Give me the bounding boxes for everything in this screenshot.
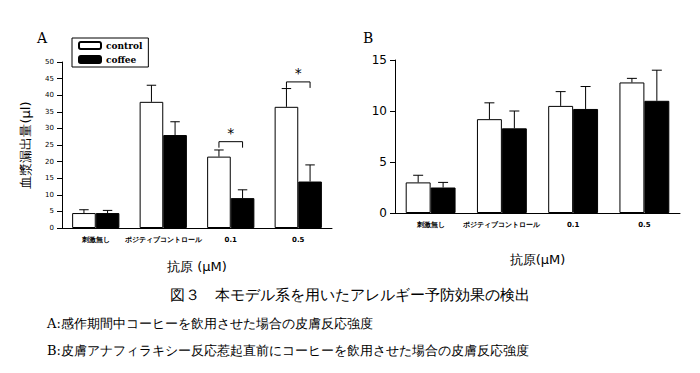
svg-text:40: 40 xyxy=(45,91,54,99)
svg-text:刺激無し: 刺激無し xyxy=(81,236,110,244)
svg-text:0: 0 xyxy=(379,206,387,220)
svg-text:30: 30 xyxy=(45,124,54,132)
svg-text:B:皮膚アナフィラキシー反応惹起直前にコーヒーを飲用させた場: B:皮膚アナフィラキシー反応惹起直前にコーヒーを飲用させた場合の皮膚反応強度 xyxy=(47,343,529,358)
svg-text:A: A xyxy=(36,30,48,46)
svg-text:45: 45 xyxy=(45,75,54,83)
svg-text:coffee: coffee xyxy=(106,55,137,65)
svg-text:ポジティブコントロール: ポジティブコントロール xyxy=(462,220,541,229)
svg-text:0.1: 0.1 xyxy=(225,236,238,244)
svg-text:0: 0 xyxy=(50,224,54,232)
svg-text:刺激無し: 刺激無し xyxy=(416,221,445,229)
svg-text:抗原(μM): 抗原(μM) xyxy=(510,252,566,267)
svg-text:10: 10 xyxy=(372,104,387,118)
svg-text:15: 15 xyxy=(45,174,54,182)
svg-text:*: * xyxy=(227,125,234,141)
svg-text:15: 15 xyxy=(372,53,387,67)
svg-text:35: 35 xyxy=(45,108,54,116)
svg-text:control: control xyxy=(106,41,143,51)
svg-text:20: 20 xyxy=(45,158,54,166)
svg-text:0.1: 0.1 xyxy=(567,221,580,229)
svg-text:50: 50 xyxy=(45,58,54,66)
svg-text:10: 10 xyxy=(45,191,54,199)
svg-text:図３ 本モデル系を用いたアレルギー予防効果の検出: 図３ 本モデル系を用いたアレルギー予防効果の検出 xyxy=(170,286,530,304)
svg-text:0.5: 0.5 xyxy=(638,221,651,229)
svg-text:B: B xyxy=(363,30,373,46)
svg-text:抗原 (μM): 抗原 (μM) xyxy=(167,259,227,274)
svg-text:A:感作期間中コーヒーを飲用させた場合の皮膚反応強度: A:感作期間中コーヒーを飲用させた場合の皮膚反応強度 xyxy=(46,316,373,331)
svg-text:血漿漏出量(μl): 血漿漏出量(μl) xyxy=(18,101,33,188)
svg-text:25: 25 xyxy=(45,141,54,149)
svg-text:5: 5 xyxy=(379,155,387,169)
svg-text:0.5: 0.5 xyxy=(292,236,305,244)
svg-text:5: 5 xyxy=(50,207,54,215)
svg-text:ポジティブコントロール: ポジティブコントロール xyxy=(124,235,203,244)
svg-text:*: * xyxy=(295,65,302,81)
